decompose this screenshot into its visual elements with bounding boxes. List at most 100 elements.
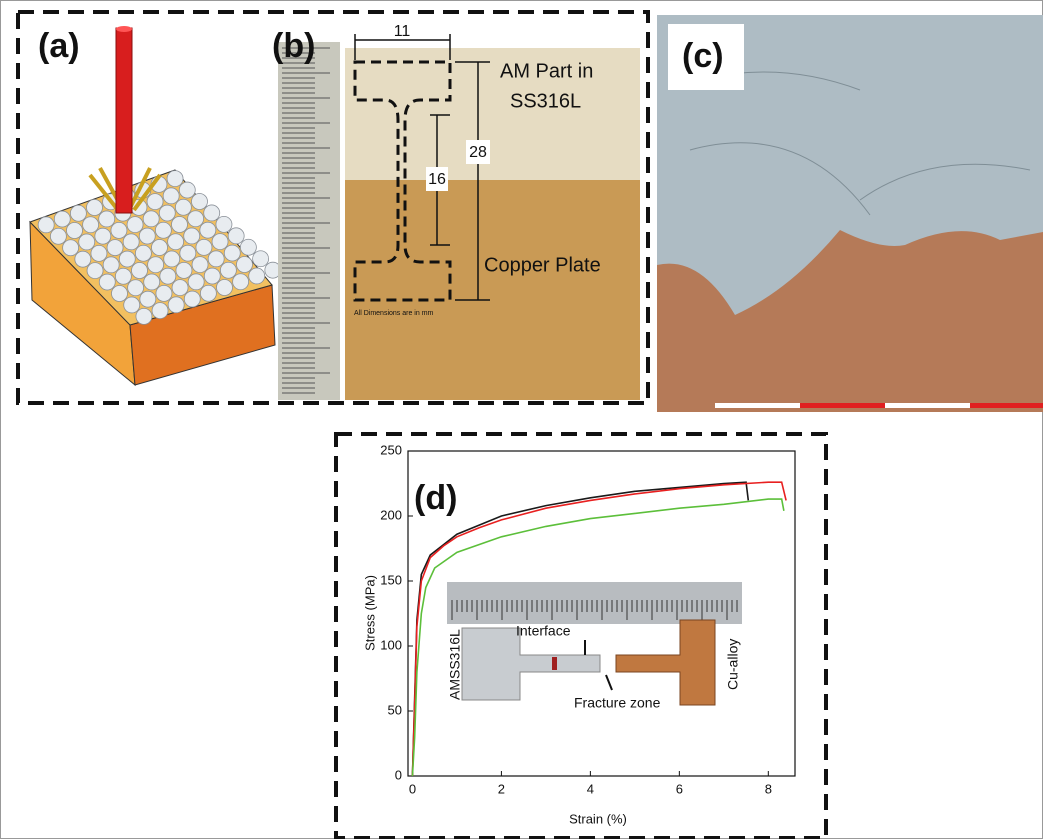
sphere: [200, 222, 216, 238]
sphere: [112, 286, 128, 302]
x-tick-label: 8: [765, 781, 772, 796]
dimension: 16: [428, 171, 446, 188]
sphere: [136, 308, 152, 324]
sphere: [212, 234, 228, 250]
dimension: 11: [394, 23, 411, 40]
sphere: [253, 251, 269, 267]
scale-bar: [715, 403, 800, 408]
y-tick-label: 0: [395, 767, 402, 782]
sphere: [168, 234, 184, 250]
sphere: [79, 234, 95, 250]
scale-bar: [800, 403, 885, 408]
sphere: [124, 297, 140, 313]
sphere: [175, 199, 191, 215]
laser: [116, 28, 132, 213]
sphere: [233, 274, 249, 290]
copper-plate: [345, 180, 640, 400]
panel-label: (a): [38, 27, 80, 65]
x-tick-label: 0: [409, 781, 416, 796]
sphere: [139, 228, 155, 244]
y-axis-title: Stress (MPa): [362, 575, 377, 651]
panel-box: [336, 434, 826, 838]
sphere: [99, 211, 115, 227]
sphere: [135, 245, 151, 261]
sphere: [91, 245, 107, 261]
sphere: [63, 240, 79, 256]
sphere: [38, 217, 54, 233]
inset-ruler: [447, 582, 742, 624]
sphere: [216, 216, 232, 232]
sphere: [208, 251, 224, 267]
sphere: [127, 217, 143, 233]
sphere: [172, 217, 188, 233]
sphere: [237, 257, 253, 273]
sphere: [164, 251, 180, 267]
sphere: [152, 240, 168, 256]
sphere: [132, 263, 148, 279]
sphere: [220, 262, 236, 278]
laser-top: [116, 26, 132, 32]
annotation: Interface: [516, 623, 571, 639]
sphere: [249, 268, 265, 284]
sphere: [111, 222, 127, 238]
sphere: [128, 280, 144, 296]
sphere: [70, 205, 86, 221]
sphere: [54, 211, 70, 227]
sphere: [99, 274, 115, 290]
y-tick-label: 50: [388, 702, 402, 717]
x-axis-title: Strain (%): [569, 811, 627, 826]
sphere: [123, 234, 139, 250]
sphere: [188, 211, 204, 227]
x-tick-label: 2: [498, 781, 505, 796]
panel-label: (b): [272, 27, 315, 65]
sphere: [147, 194, 163, 210]
scale-bar: [970, 403, 1043, 408]
y-tick-label: 250: [380, 442, 402, 457]
region-label: Copper Plate: [484, 254, 601, 276]
x-tick-label: 6: [676, 781, 683, 796]
sphere: [83, 217, 99, 233]
sphere: [184, 291, 200, 307]
region-label: SS316L: [510, 90, 581, 112]
sphere: [67, 223, 83, 239]
ruler: [278, 42, 340, 400]
sphere: [155, 222, 171, 238]
sphere: [159, 205, 175, 221]
sphere: [87, 263, 103, 279]
dimension: 28: [469, 144, 487, 161]
panel-label: (c): [682, 37, 724, 75]
y-tick-label: 200: [380, 507, 402, 522]
sphere: [224, 245, 240, 261]
sphere: [240, 239, 256, 255]
panel-a-illustration: [30, 26, 281, 385]
panel-label: (d): [414, 479, 457, 517]
sphere: [188, 274, 204, 290]
annotation: AMSS316L: [447, 629, 463, 700]
am-part: [345, 48, 640, 180]
region-label: AM Part in: [500, 60, 593, 82]
sphere: [103, 257, 119, 273]
sphere: [179, 182, 195, 198]
figure: (a) (b) 11 16 28 AM Part in SS316L Coppe…: [0, 0, 1043, 839]
scale-bar: [885, 403, 970, 408]
sphere: [172, 280, 188, 296]
sphere: [192, 194, 208, 210]
x-tick-label: 4: [587, 781, 594, 796]
sphere: [168, 297, 184, 313]
sphere: [50, 228, 66, 244]
sphere: [204, 205, 220, 221]
sphere: [75, 251, 91, 267]
note: All Dimensions are in mm: [354, 310, 434, 317]
sphere: [163, 188, 179, 204]
sphere: [140, 291, 156, 307]
sphere: [200, 285, 216, 301]
sphere: [144, 274, 160, 290]
sphere: [176, 262, 192, 278]
sphere: [148, 257, 164, 273]
sphere: [204, 268, 220, 284]
sphere: [196, 239, 212, 255]
sphere: [95, 228, 111, 244]
sphere: [152, 303, 168, 319]
sphere: [143, 211, 159, 227]
sphere: [119, 251, 135, 267]
